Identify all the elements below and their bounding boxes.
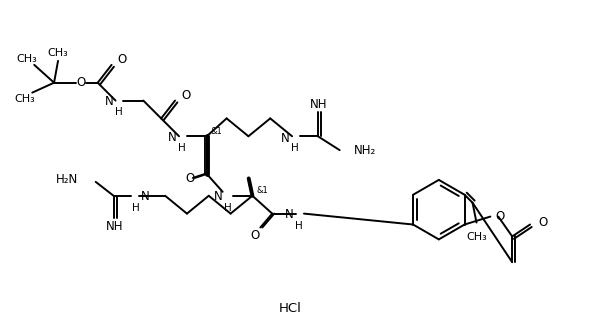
Text: H: H [295, 220, 303, 230]
Text: O: O [181, 89, 190, 102]
Text: H₂N: H₂N [56, 173, 78, 186]
Text: H: H [291, 143, 299, 153]
Text: H: H [224, 203, 232, 213]
Text: NH: NH [310, 98, 328, 111]
Text: N: N [142, 190, 150, 203]
Text: &1: &1 [211, 127, 223, 136]
Text: N: N [281, 132, 290, 145]
Text: N: N [214, 190, 223, 203]
Text: H: H [115, 107, 122, 117]
Text: O: O [118, 53, 127, 66]
Text: NH: NH [106, 220, 124, 233]
Text: O: O [76, 76, 85, 89]
Text: &1: &1 [256, 186, 268, 195]
Text: O: O [496, 210, 505, 223]
Text: NH₂: NH₂ [353, 144, 376, 157]
Text: H: H [178, 143, 186, 153]
Text: O: O [538, 216, 547, 229]
Text: CH₃: CH₃ [47, 48, 68, 58]
Text: CH₃: CH₃ [14, 94, 35, 104]
Text: O: O [185, 172, 195, 185]
Text: HCl: HCl [278, 302, 302, 315]
Text: CH₃: CH₃ [16, 54, 37, 64]
Text: N: N [168, 131, 177, 144]
Text: H: H [131, 203, 139, 213]
Text: O: O [251, 229, 260, 242]
Text: N: N [105, 95, 113, 108]
Text: N: N [285, 208, 294, 221]
Text: CH₃: CH₃ [466, 232, 487, 242]
